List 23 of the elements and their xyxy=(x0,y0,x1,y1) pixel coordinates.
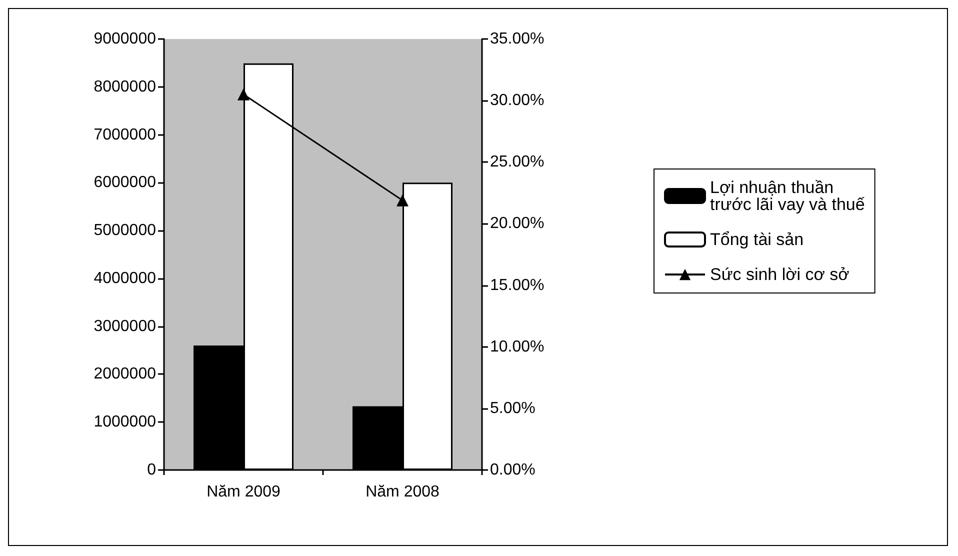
y2-tick-label: 25.00% xyxy=(490,154,544,171)
legend-label: Tổng tài sản xyxy=(710,230,804,249)
y2-tick-label: 30.00% xyxy=(490,92,544,110)
y-tick-label: 8000000 xyxy=(94,78,156,96)
x-tick-label: Năm 2009 xyxy=(206,484,281,500)
legend-label: Lợi nhuận thuần trước lãi vay và thuế xyxy=(710,178,866,214)
legend-label: Sức sinh lời cơ sở xyxy=(710,265,850,284)
y-tick-label: 6000000 xyxy=(94,174,156,192)
y-tick-label: 2000000 xyxy=(94,366,156,383)
y2-tick-label: 10.00% xyxy=(490,338,544,356)
y-tick-label: 0 xyxy=(147,462,156,478)
y-tick-label: 1000000 xyxy=(94,414,156,431)
y2-tick-label: 0.00% xyxy=(490,462,536,478)
y2-tick-label: 5.00% xyxy=(490,400,536,417)
y2-tick-label: 15.00% xyxy=(490,276,544,294)
y-tick-label: 4000000 xyxy=(94,270,156,287)
y2-tick-label: 35.00% xyxy=(490,30,544,48)
y-tick-label: 9000000 xyxy=(94,30,156,48)
y2-tick-label: 20.00% xyxy=(490,215,544,232)
x-tick-label: Năm 2008 xyxy=(366,484,440,500)
y-tick-label: 7000000 xyxy=(94,126,156,144)
y-tick-label: 5000000 xyxy=(94,222,156,240)
y-tick-label: 3000000 xyxy=(94,318,156,335)
